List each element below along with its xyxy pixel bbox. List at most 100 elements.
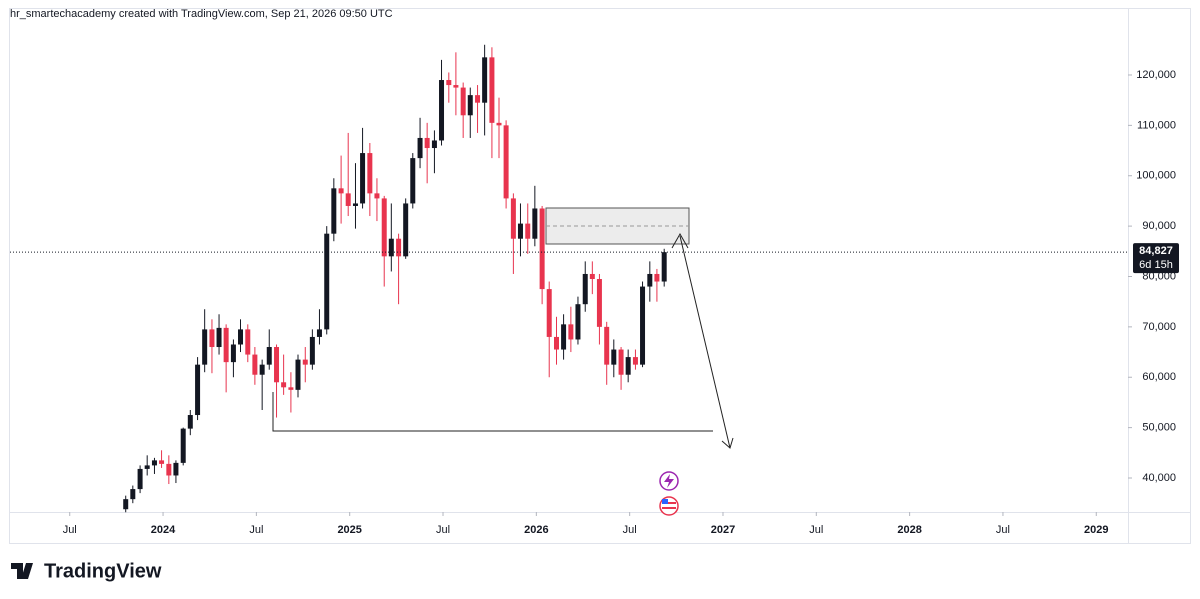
candle-body (661, 252, 667, 282)
candle-body (489, 57, 495, 123)
x-tick-label: 2026 (524, 524, 548, 536)
candle-body (374, 193, 380, 199)
y-tick-label: 90,000 (1142, 220, 1176, 232)
logo-mark (11, 563, 33, 579)
candle-body (230, 344, 236, 363)
candle-body (159, 460, 165, 464)
header-text: hr_smartechacademy created with TradingV… (10, 8, 393, 20)
candle-body (202, 329, 208, 365)
candle-body (166, 463, 172, 476)
event-icon-bolt (664, 474, 674, 488)
candle-body (417, 137, 423, 159)
plot (123, 44, 667, 513)
candle-body (525, 223, 531, 239)
candle-body (238, 329, 244, 345)
flag-stripe (662, 507, 676, 509)
y-tick-label: 50,000 (1142, 422, 1176, 434)
y-tick-label: 60,000 (1142, 371, 1176, 383)
candle-body (403, 203, 409, 257)
x-tick-label: Jul (996, 524, 1010, 536)
last-price-label: 84,827 (1139, 245, 1173, 257)
candle-body (625, 357, 631, 375)
candle-body (467, 95, 473, 116)
candle-body (654, 273, 660, 282)
candle-body (223, 327, 229, 363)
candle-body (130, 489, 136, 500)
candle-body (345, 193, 351, 206)
candle-body (510, 198, 516, 239)
candle-body (151, 460, 157, 466)
candle-body (553, 336, 559, 350)
x-tick-label: 2029 (1084, 524, 1108, 536)
arrow-line (679, 235, 731, 449)
candle-body (439, 80, 445, 141)
footer-brand: TradingView (44, 560, 162, 582)
candle-body (604, 326, 610, 365)
candle-body (388, 238, 394, 257)
candle-body (503, 125, 509, 199)
countdown-label: 6d 15h (1139, 259, 1173, 271)
x-tick-label: Jul (63, 524, 77, 536)
candle-body (517, 223, 523, 239)
candle-body (482, 57, 488, 103)
candle-body (324, 233, 330, 330)
candle-body (589, 273, 595, 280)
candle-body (546, 289, 552, 337)
candle-body (331, 188, 337, 234)
candle-body (180, 428, 186, 463)
candle-body (431, 140, 437, 149)
candle-body (252, 354, 258, 375)
candle-body (475, 95, 481, 103)
candle-body (259, 364, 265, 375)
x-tick-label: Jul (249, 524, 263, 536)
candle-body (618, 349, 624, 375)
y-tick-label: 120,000 (1136, 69, 1176, 81)
candle-body (632, 357, 638, 365)
x-tick-label: 2028 (897, 524, 921, 536)
candle-body (266, 347, 272, 365)
footer-logo (11, 563, 33, 579)
candle-body (316, 329, 322, 337)
x-tick-label: 2024 (151, 524, 176, 536)
candle-body (216, 327, 222, 348)
candle-body (338, 188, 344, 194)
candle-body (123, 499, 129, 510)
arrow-wedge (671, 232, 689, 249)
candle-body (640, 286, 646, 365)
candle-body (295, 359, 301, 390)
x-tick-label: 2025 (337, 524, 361, 536)
candle-body (173, 462, 179, 476)
candle-body (496, 122, 502, 126)
candle-body (360, 153, 366, 204)
y-tick-label: 100,000 (1136, 170, 1176, 182)
x-tick-label: Jul (809, 524, 823, 536)
candle-body (137, 468, 143, 490)
candle-body (611, 349, 617, 365)
candle-body (309, 336, 315, 365)
candle-body (568, 324, 574, 340)
candle-body (352, 203, 358, 206)
y-tick-label: 110,000 (1137, 119, 1176, 131)
candle-body (381, 198, 387, 257)
candle-body (245, 329, 251, 355)
y-tick-label: 70,000 (1142, 321, 1176, 333)
y-tick-label: 80,000 (1142, 270, 1176, 282)
target-line (272, 392, 713, 432)
candle-body (575, 304, 581, 340)
last-price-box (1133, 243, 1179, 274)
candle-body (195, 364, 201, 416)
candle-body (647, 273, 653, 287)
candle-body (424, 137, 430, 149)
candle-body (410, 158, 416, 204)
candle-body (396, 238, 402, 257)
x-tick-label: 2027 (711, 524, 735, 536)
candle-body (187, 415, 193, 429)
flag-canton (662, 499, 668, 504)
candle-body (274, 347, 280, 383)
candle-body (539, 208, 545, 290)
candle-body (596, 279, 602, 327)
candle-body (144, 465, 150, 469)
x-tick-label: Jul (436, 524, 450, 536)
